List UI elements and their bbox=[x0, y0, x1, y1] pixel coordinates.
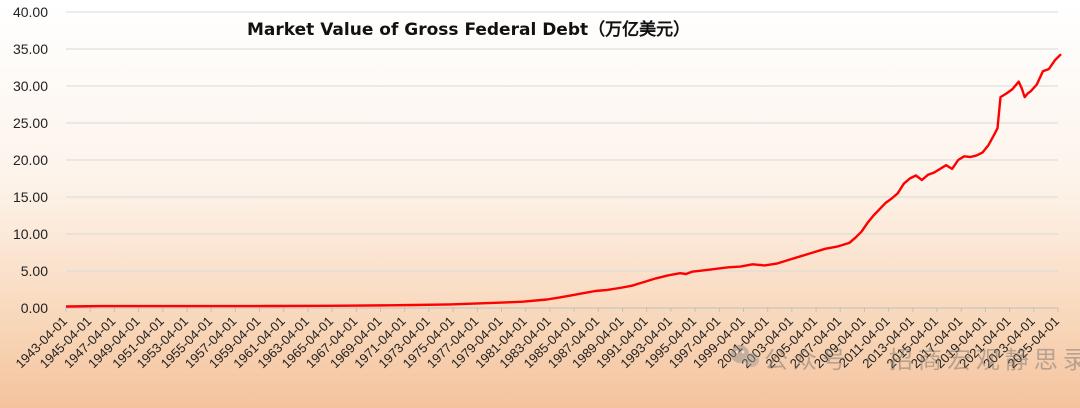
y-tick-label: 10.00 bbox=[13, 226, 48, 242]
y-tick-label: 25.00 bbox=[13, 115, 48, 131]
chart-title: Market Value of Gross Federal Debt（万亿美元） bbox=[247, 19, 690, 40]
watermark-text: 公众号 · 招商宏观静思录 bbox=[764, 346, 1080, 374]
y-tick-label: 5.00 bbox=[21, 263, 48, 279]
gridlines bbox=[66, 11, 1058, 309]
y-tick-label: 0.00 bbox=[21, 300, 48, 316]
y-axis: 0.00 5.00 10.00 15.00 20.00 25.00 30.00 35.00 40… bbox=[13, 4, 48, 316]
series-line bbox=[65, 53, 1062, 308]
y-tick-label: 30.00 bbox=[13, 78, 48, 94]
y-tick-label: 15.00 bbox=[13, 189, 48, 205]
y-tick-label: 20.00 bbox=[13, 152, 48, 168]
y-tick-label: 35.00 bbox=[13, 41, 48, 57]
watermark: 公众号 · 招商宏观静思录 bbox=[731, 345, 1080, 374]
wechat-icon bbox=[731, 345, 759, 367]
series-layer bbox=[65, 53, 1062, 308]
y-tick-label: 40.00 bbox=[13, 4, 48, 20]
